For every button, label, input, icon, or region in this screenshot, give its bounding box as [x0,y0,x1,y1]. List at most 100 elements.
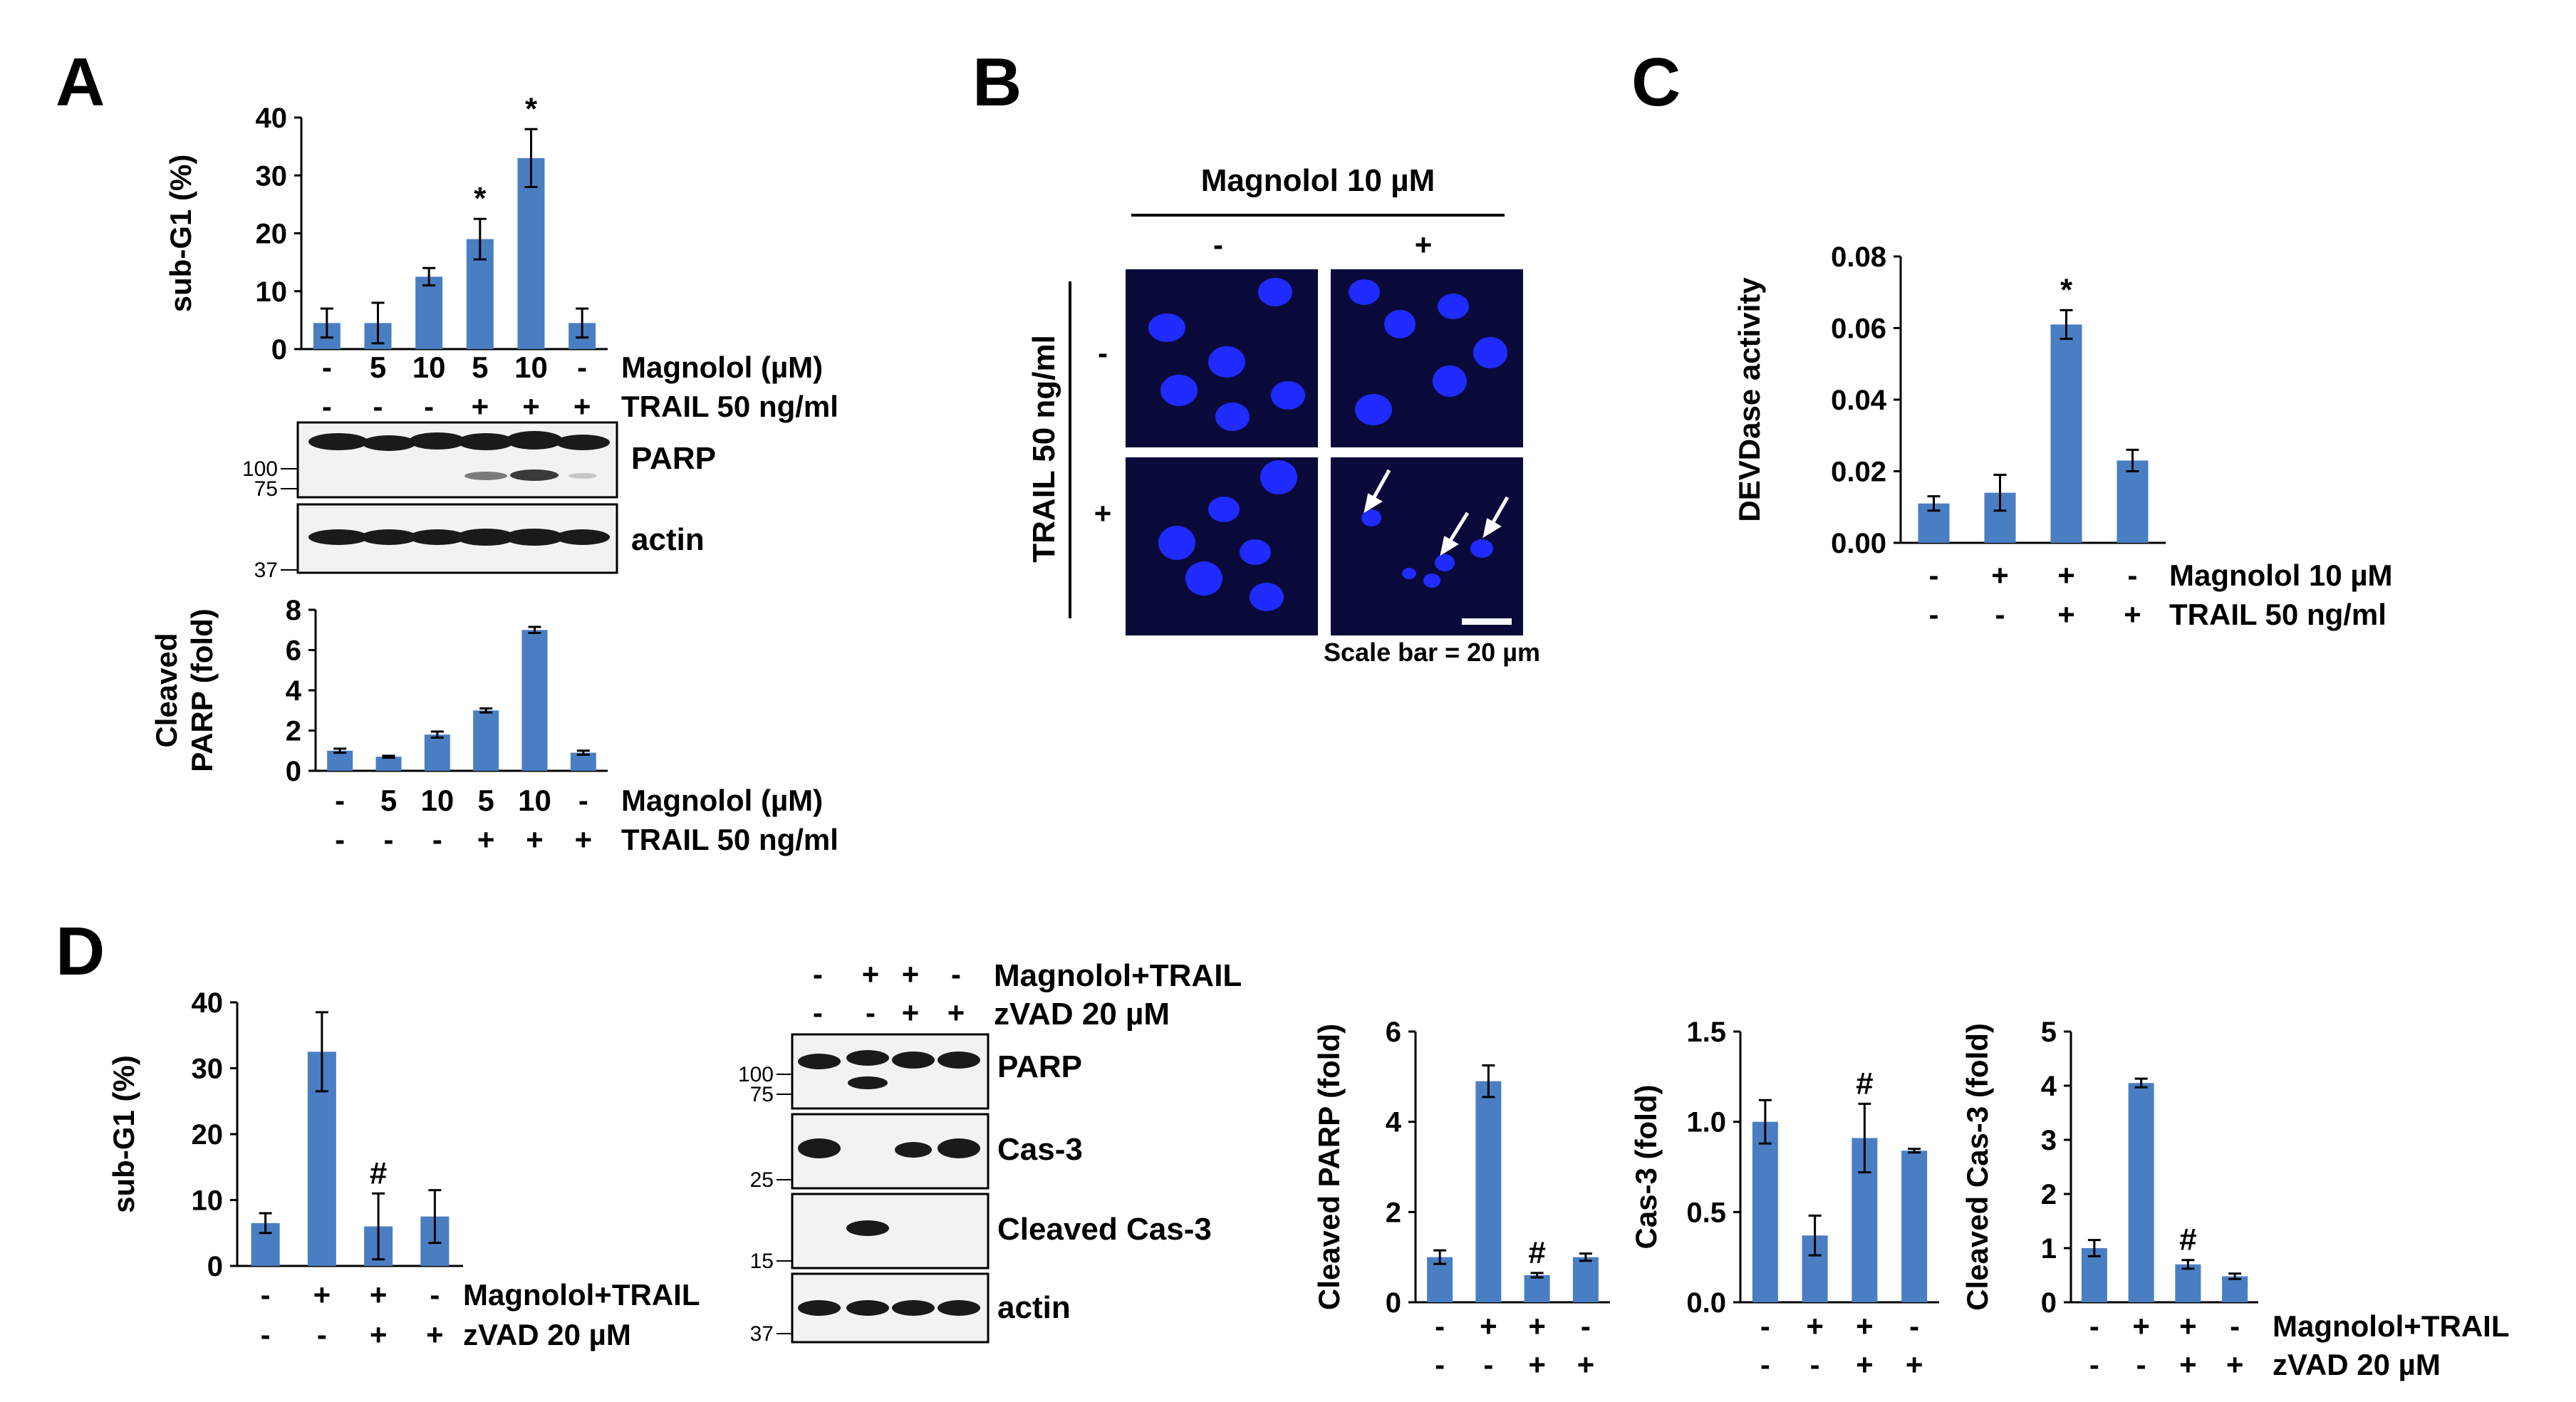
panel-d-hdr1-v2: + [902,957,920,991]
error-bar [428,1189,442,1245]
panel-d-hdr2-v1: - [866,996,876,1029]
blot-d-actin-label: actin [997,1290,1071,1325]
micro-tile-magnolol [1331,269,1523,447]
condition-value: 10 [514,350,548,384]
condition-value: + [1480,1309,1497,1343]
error-bar [1482,1064,1495,1099]
condition-value: + [2179,1348,2197,1381]
y-tick-label: 0.06 [1831,313,1886,345]
blot-a-actin-label: actin [631,522,705,557]
condition-value: - [2230,1309,2240,1343]
error-bar [1908,1148,1921,1154]
apoptosis-arrows [1364,469,1510,556]
error-bar [576,307,589,339]
panel-b-trail-plus: + [1094,497,1112,530]
panel-a-blots: PARP 100 75 actin 37 [242,421,716,582]
condition-value: + [1906,1348,1923,1381]
condition-value: - [430,1278,440,1312]
y-axis-title: sub-G1 (%) [164,155,197,313]
y-axis-title: DEVDase activity [1733,277,1766,522]
bar [1524,1275,1550,1302]
condition-value: + [1856,1309,1874,1343]
condition-value: 5 [477,784,494,817]
y-tick-label: 1.0 [1686,1107,1726,1138]
y-tick-label: 4 [286,675,302,707]
condition-value: + [1528,1309,1546,1343]
chart-d-cas3: 0.0 0.5 1.0 1.5 # Cas-3 (fold) - + + - - - + + [1629,1017,1939,1381]
condition-label: Magnolol (µM) [621,784,823,817]
condition-value: 10 [412,350,446,384]
blot-a-actin-bands [308,529,610,546]
bar [473,710,499,771]
condition-value: + [522,390,540,423]
error-bar [1993,474,2007,512]
panel-d-hdr2-v2: + [902,996,920,1029]
y-tick-label: 2 [286,716,301,747]
error-bar [320,307,333,339]
condition-value: - [1909,1309,1919,1343]
chart-c-devdase: 0.00 0.02 0.04 0.06 0.08 * DEVDase activity - + +… [1733,242,2393,631]
error-bar [372,1192,385,1261]
error-bar [422,266,436,287]
condition-value: + [2057,598,2075,631]
blot-d-cleaved-cas3-label: Cleaved Cas-3 [997,1212,1212,1247]
condition-value: - [317,1318,327,1351]
blot-a-mw-100: 100 [242,457,278,481]
error-bar [333,747,347,754]
y-tick-label: 0 [1386,1287,1401,1319]
bar [521,630,548,771]
condition-value: - [578,784,588,817]
y-tick-label: 1.5 [1686,1017,1726,1048]
blot-d-parp-label: PARP [997,1049,1082,1084]
condition-value: + [575,823,593,856]
bar [424,734,450,771]
condition-value: + [370,1278,388,1312]
error-bar [524,128,538,188]
condition-value: - [1760,1348,1770,1381]
condition-value: + [526,823,544,856]
condition-label: Magnolol+TRAIL [2273,1309,2509,1343]
condition-value: + [2132,1309,2150,1343]
y-tick-label: 0 [286,756,301,787]
error-bar [2126,448,2139,472]
condition-value: - [2089,1309,2099,1343]
error-bar [1433,1249,1447,1265]
condition-value: - [1810,1348,1820,1381]
condition-value: - [322,350,332,384]
condition-value: - [577,350,587,384]
panel-b-magnolol-plus: + [1415,228,1433,261]
error-bar [2087,1239,2101,1257]
condition-value: 5 [380,784,397,817]
panel-b-letter: B [972,44,1022,120]
significance-mark: # [2179,1222,2196,1257]
condition-value: + [2057,559,2075,592]
bar [517,157,545,349]
condition-label: zVAD 20 µM [463,1318,631,1351]
bar [2128,1083,2154,1302]
error-bar [2134,1077,2148,1089]
significance-mark: * [525,91,538,126]
error-bar [528,625,541,634]
micro-tile-combined [1331,457,1523,635]
significance-mark: # [1528,1235,1545,1270]
condition-label: Magnolol (µM) [621,350,823,384]
error-bar [473,217,487,261]
bar [375,757,402,771]
bar [2117,460,2149,543]
panel-d-hdr2-label: zVAD 20 µM [994,997,1170,1032]
condition-value: - [2128,559,2138,592]
y-tick-label: 4 [1386,1107,1402,1138]
blot-d-mw-75: 75 [750,1083,774,1106]
condition-value: - [1929,598,1939,631]
panel-b-scale-label: Scale bar = 20 µm [1324,638,1540,667]
condition-value: + [1806,1309,1824,1343]
blot-d-mw-25: 25 [750,1168,774,1192]
panel-a-letter: A [56,44,105,120]
condition-value: - [1435,1309,1445,1343]
y-tick-label: 4 [2041,1071,2057,1102]
condition-value: + [426,1318,444,1351]
y-axis-title: Cleaved Cas-3 (fold) [1960,1023,1994,1311]
condition-label: Magnolol+TRAIL [463,1278,700,1312]
